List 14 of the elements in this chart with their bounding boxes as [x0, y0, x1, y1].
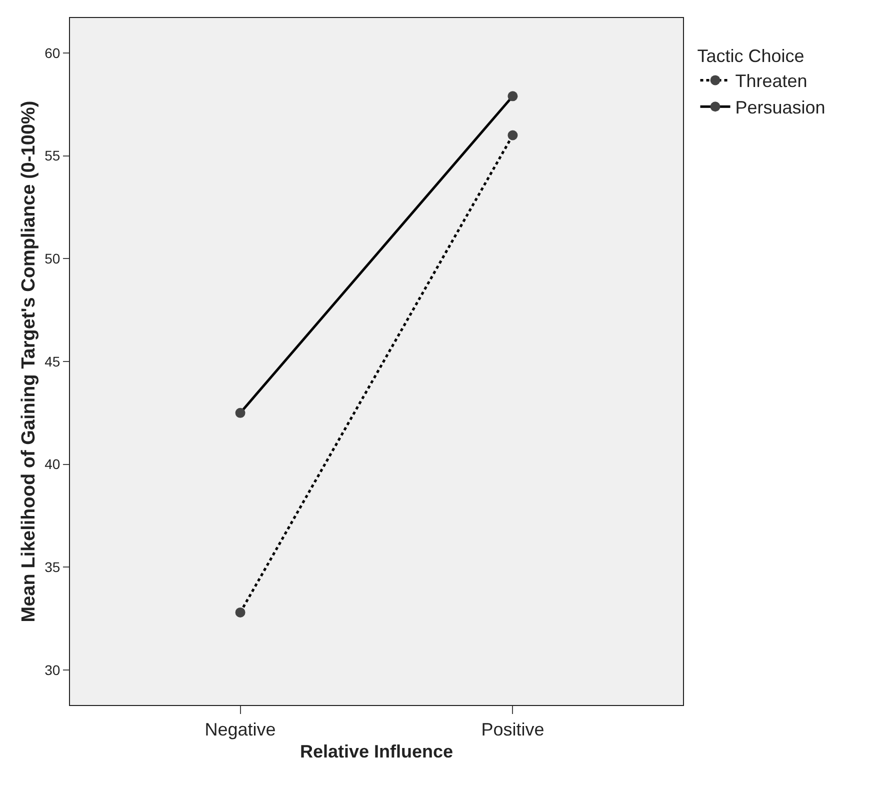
y-tick-label: 40: [44, 456, 60, 472]
y-tick-label: 45: [44, 353, 60, 370]
x-tick-label: Positive: [481, 720, 544, 740]
y-tick-label: 50: [44, 250, 60, 267]
y-tick-label: 30: [44, 662, 60, 678]
x-axis-title: Relative Influence: [300, 742, 454, 762]
y-tick-label: 60: [44, 44, 60, 61]
legend-title: Tactic Choice: [697, 46, 804, 66]
legend-label: Persuasion: [735, 98, 826, 118]
x-tick-label: Negative: [204, 720, 276, 740]
y-tick-label: 55: [44, 148, 60, 164]
legend-label: Threaten: [735, 71, 808, 92]
y-axis-title: Mean Likelihood of Gaining Target's Compliance (0-100%): [18, 100, 40, 622]
y-tick-label: 35: [44, 559, 60, 576]
